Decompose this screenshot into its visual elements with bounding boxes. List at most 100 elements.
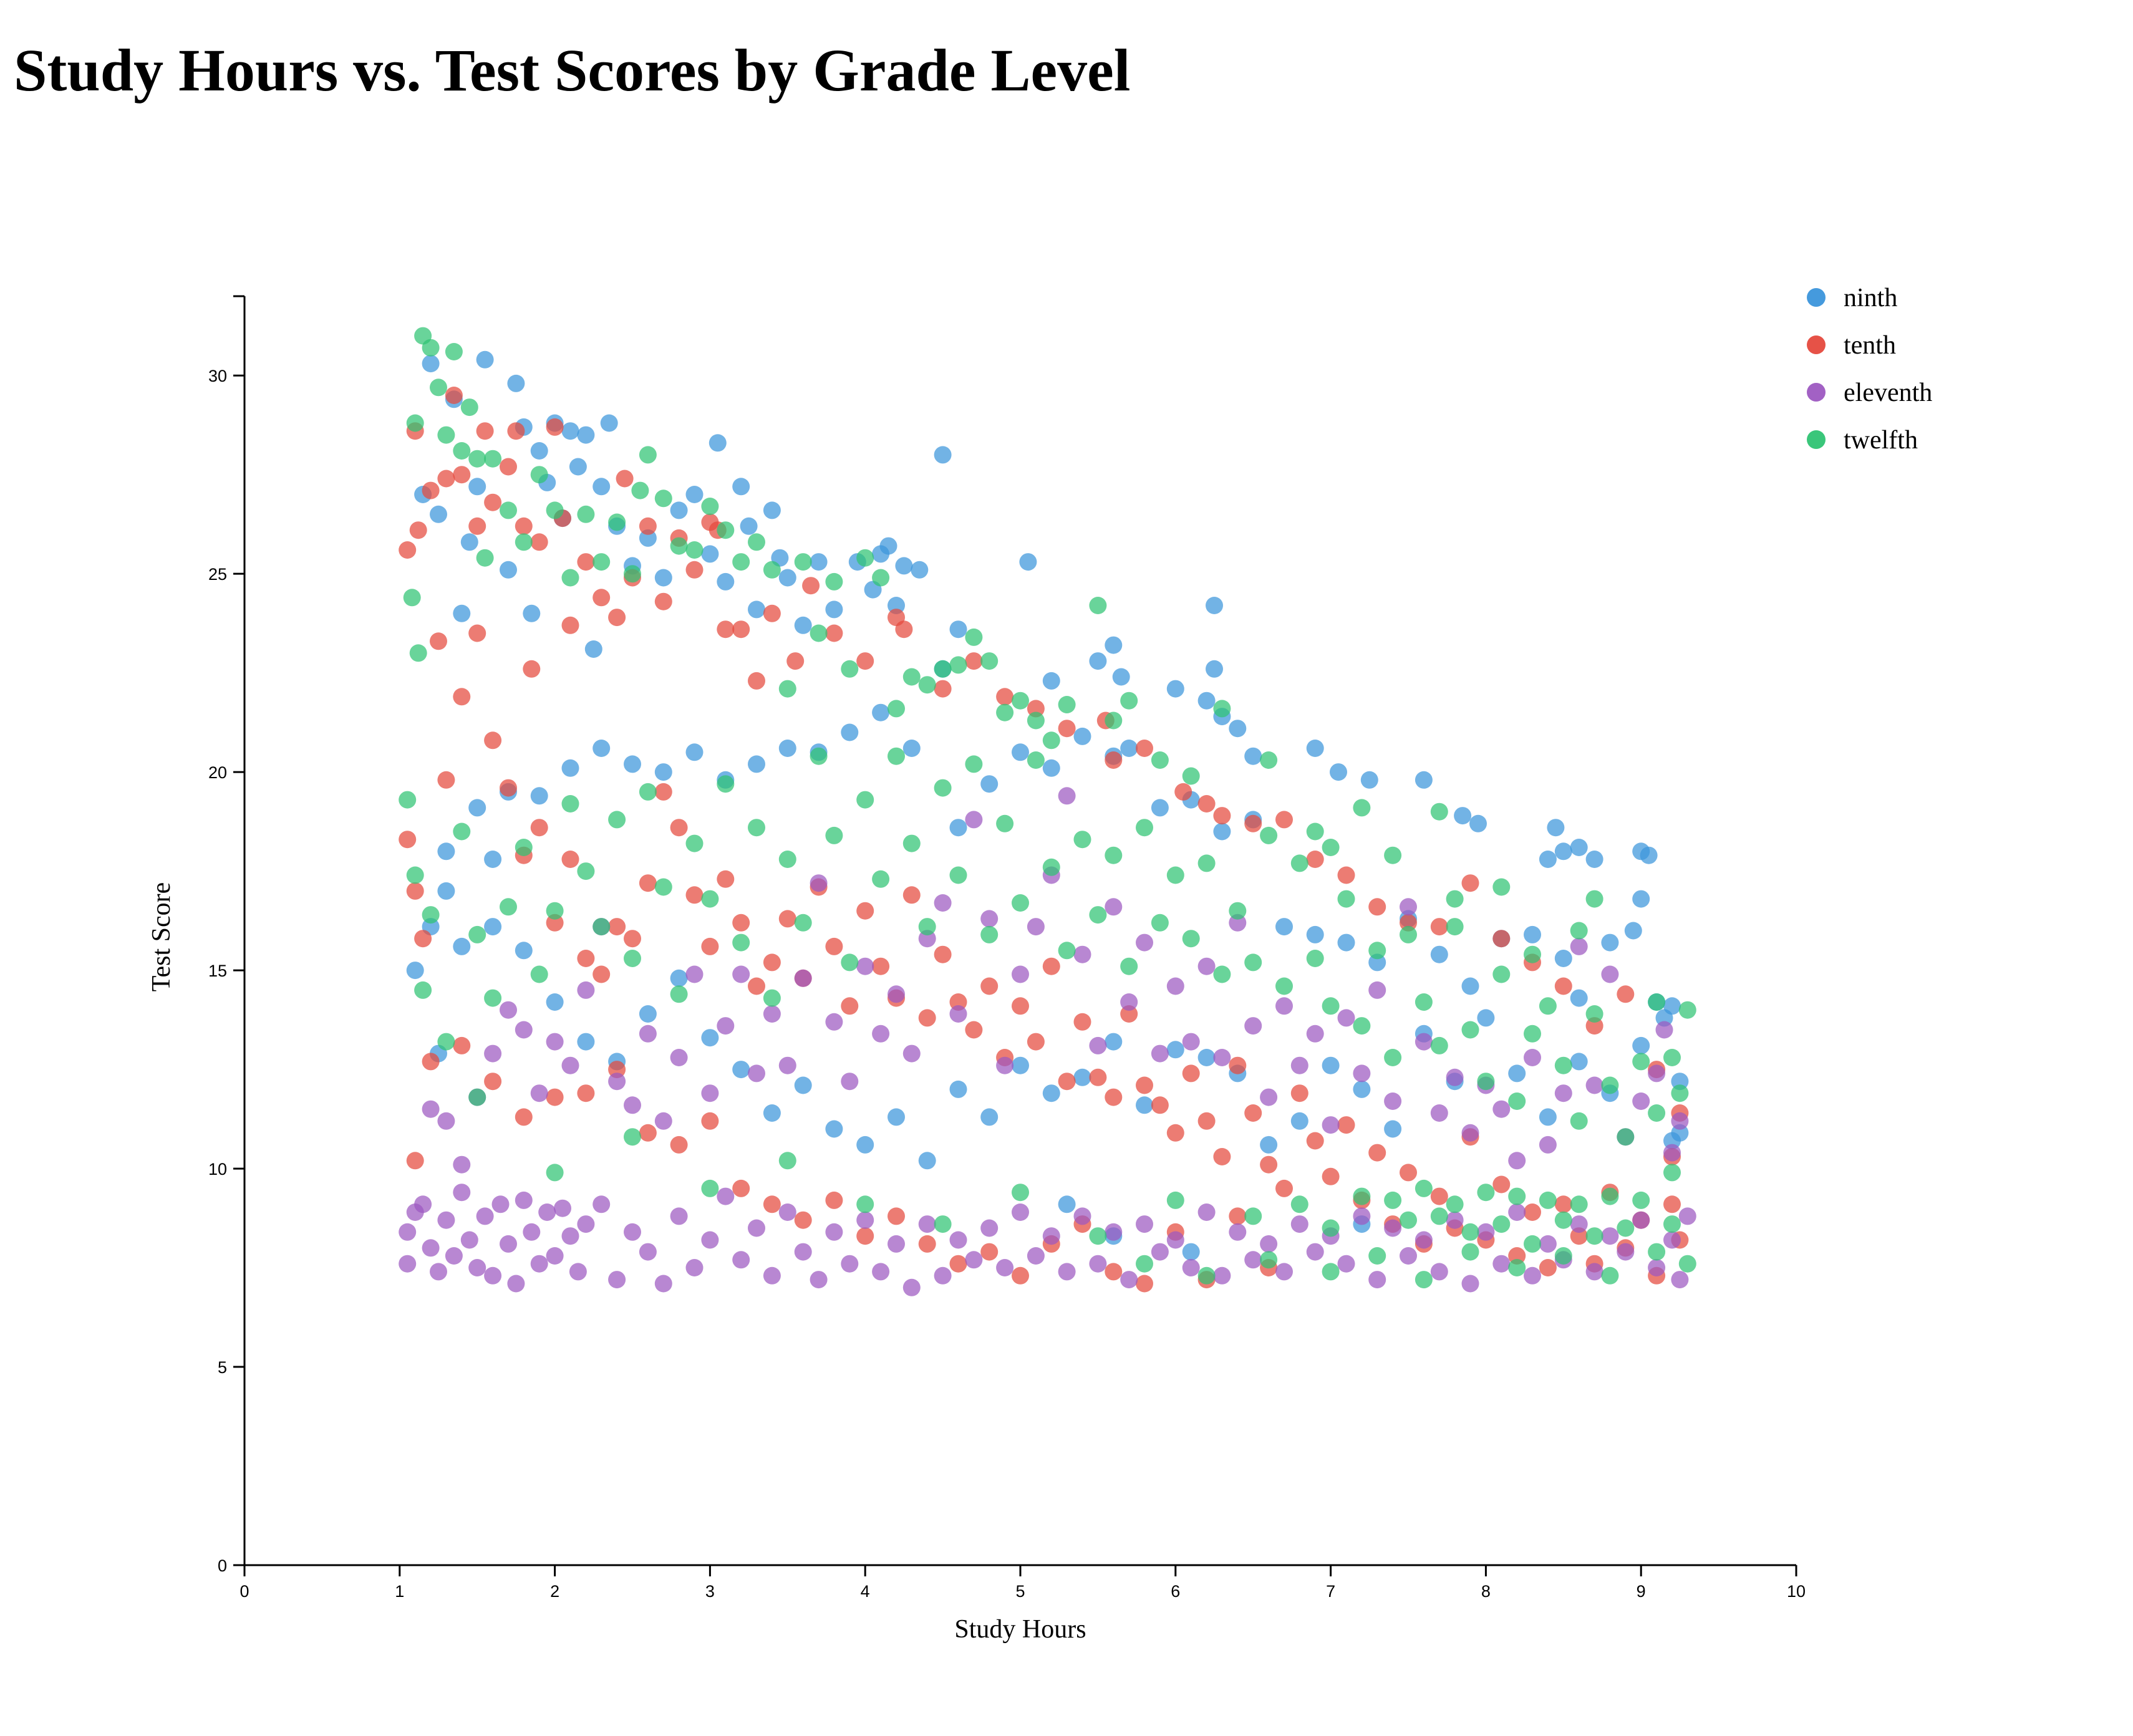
twelfth-point: [406, 414, 424, 432]
tenth-point: [1368, 898, 1386, 916]
eleventh-point: [980, 910, 999, 928]
eleventh-point: [1042, 1227, 1060, 1245]
ninth-point: [934, 446, 952, 464]
tenth-point: [1322, 1167, 1340, 1185]
twelfth-point: [1213, 965, 1231, 983]
ninth-point: [1244, 747, 1262, 765]
ninth-point: [709, 434, 727, 452]
eleventh-point: [1058, 787, 1076, 805]
twelfth-point: [778, 680, 796, 698]
tenth-point: [825, 624, 843, 642]
twelfth-point: [934, 660, 952, 678]
eleventh-point: [1400, 1247, 1417, 1265]
eleventh-point: [1151, 1243, 1169, 1261]
tenth-point: [577, 1084, 595, 1102]
ninth-point: [600, 414, 618, 432]
eleventh-point: [1260, 1088, 1278, 1106]
ninth-point: [577, 426, 595, 444]
axes: 0 1 2 3 4 5 6 7 8 9 10 0 5 10 15 20 25 30: [208, 295, 1806, 1601]
eleventh-point: [468, 1259, 486, 1276]
tenth-point: [1089, 1068, 1107, 1086]
ninth-point: [1012, 743, 1029, 761]
eleventh-point: [1539, 1136, 1557, 1154]
twelfth-point: [732, 553, 750, 571]
eleventh-point: [422, 1100, 440, 1118]
twelfth-point: [685, 834, 704, 852]
eleventh-point: [1166, 1231, 1184, 1249]
tenth-point: [422, 481, 440, 499]
ninth-point: [1632, 1036, 1650, 1054]
eleventh-point: [965, 1251, 983, 1269]
tenth-point: [1400, 1164, 1417, 1182]
twelfth-point: [1105, 846, 1123, 864]
tenth-point: [453, 1036, 471, 1054]
tenth-point: [965, 1021, 983, 1039]
ninth-point: [872, 703, 890, 721]
tenth-point: [1260, 1155, 1278, 1174]
eleventh-point: [484, 1266, 502, 1285]
eleventh-point: [1058, 1263, 1076, 1281]
ninth-point: [546, 993, 564, 1011]
eleventh-point: [1353, 1207, 1371, 1225]
twelfth-point: [515, 533, 533, 551]
ninth-point: [460, 533, 478, 551]
tenth-point: [1105, 1088, 1123, 1106]
tenth-point: [430, 632, 447, 650]
eleventh-point: [430, 1263, 447, 1281]
twelfth-point: [1461, 1243, 1479, 1261]
twelfth-point: [654, 489, 672, 508]
ninth-point: [1290, 1112, 1308, 1130]
eleventh-point: [1290, 1056, 1308, 1074]
eleventh-point: [561, 1056, 579, 1074]
eleventh-point: [1648, 1259, 1666, 1276]
ninth-point: [1229, 720, 1247, 738]
tenth-point: [1105, 1263, 1123, 1281]
eleventh-point: [1136, 933, 1153, 952]
ninth-point: [1206, 660, 1223, 678]
twelfth-point: [1136, 1255, 1153, 1273]
eleventh-point: [530, 1255, 548, 1273]
tenth-point: [872, 957, 890, 975]
eleventh-point: [810, 1271, 828, 1289]
twelfth-point: [1306, 822, 1324, 841]
tenth-point: [1136, 1076, 1153, 1094]
tenth-point: [1229, 1207, 1247, 1225]
eleventh-point: [399, 1223, 417, 1241]
eleventh-point: [1570, 1215, 1588, 1233]
eleventh-point: [1105, 898, 1123, 916]
eleventh-point: [1663, 1231, 1681, 1249]
twelfth-point: [1663, 1215, 1681, 1233]
ninth-point: [468, 799, 486, 817]
ninth-point: [778, 569, 796, 587]
legend: ninth tenth eleventh twelfth: [1807, 284, 1932, 455]
eleventh-point: [717, 1017, 735, 1035]
twelfth-point: [1601, 1266, 1619, 1285]
twelfth-point: [1554, 1211, 1572, 1229]
tenth-point: [624, 930, 641, 948]
eleventh-point: [639, 1243, 657, 1261]
tenth-point: [608, 609, 626, 627]
eleventh-point: [763, 1005, 781, 1023]
twelfth-point: [1353, 1017, 1371, 1035]
twelfth-point: [1663, 1164, 1681, 1182]
tenth-point: [515, 517, 533, 535]
twelfth-point: [1400, 925, 1417, 943]
eleventh-point: [1337, 1009, 1355, 1027]
eleventh-point: [1663, 1144, 1681, 1162]
eleventh-point: [1306, 1243, 1324, 1261]
eleventh-point: [1446, 1068, 1464, 1086]
ninth-point: [879, 537, 897, 555]
eleventh-point: [1632, 1092, 1650, 1110]
ninth-point: [841, 723, 859, 741]
tenth-point: [561, 616, 579, 634]
tenth-point: [453, 688, 471, 706]
twelfth-point: [748, 533, 765, 551]
tenth-point: [530, 819, 548, 837]
eleventh-point: [1275, 1263, 1293, 1281]
twelfth-point: [1197, 854, 1216, 872]
ninth-point: [1547, 819, 1565, 837]
twelfth-point: [437, 426, 455, 444]
twelfth-point: [1244, 1207, 1262, 1225]
tenth-point: [1461, 874, 1479, 892]
